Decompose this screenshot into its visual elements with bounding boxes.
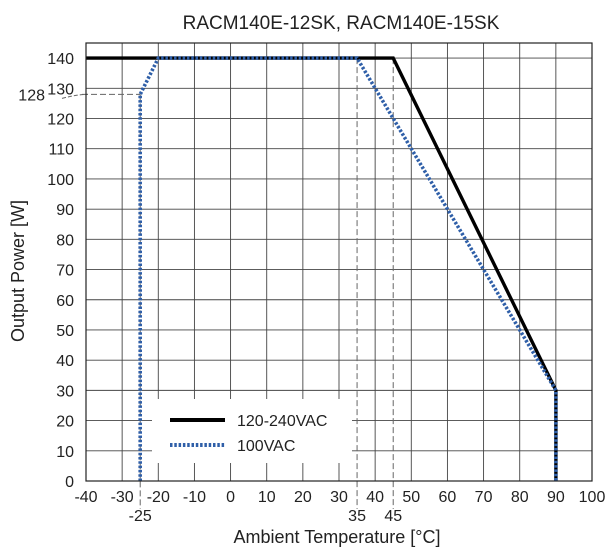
- y-tick-label-100: 100: [47, 172, 74, 189]
- x-tick-label-50: 50: [402, 489, 420, 506]
- x-tick-label-90: 90: [547, 489, 565, 506]
- x-extra-tick-label-35: 35: [348, 508, 366, 525]
- y-tick-label-30: 30: [56, 383, 74, 400]
- x-tick-label-30: 30: [330, 489, 348, 506]
- y-tick-label-130: 130: [47, 81, 74, 98]
- x-tick-label--30: -30: [111, 489, 134, 506]
- y-tick-label-20: 20: [56, 414, 74, 431]
- y-tick-label-140: 140: [47, 51, 74, 68]
- y-tick-label-90: 90: [56, 202, 74, 219]
- x-extra-tick-label--25: -25: [129, 508, 152, 525]
- y-tick-label-50: 50: [56, 323, 74, 340]
- y-tick-label-120: 120: [47, 112, 74, 129]
- legend-background: [152, 399, 352, 463]
- y-tick-label-10: 10: [56, 444, 74, 461]
- y-tick-label-0: 0: [65, 474, 74, 491]
- x-tick-label-40: 40: [366, 489, 384, 506]
- plot-frame: [85, 42, 593, 482]
- y-tick-label-60: 60: [56, 293, 74, 310]
- x-extra-tick-label-45: 45: [384, 508, 402, 525]
- x-tick-label-10: 10: [258, 489, 276, 506]
- chart-title: RACM140E-12SK, RACM140E-15SK: [183, 13, 500, 34]
- y-tick-label-110: 110: [48, 142, 74, 159]
- x-tick-label-100: 100: [579, 489, 606, 506]
- y-tick-label-40: 40: [56, 353, 74, 370]
- x-tick-label--10: -10: [183, 489, 206, 506]
- x-tick-label-0: 0: [226, 489, 235, 506]
- x-tick-label--40: -40: [74, 489, 97, 506]
- legend-label-120-240vac: 120-240VAC: [237, 413, 327, 430]
- y-tick-label-70: 70: [56, 263, 74, 280]
- x-tick-labels: -40 -30 -20 -10 0 10 20 30 40 50 60 70 80 90 100: [74, 489, 605, 506]
- x-tick-label-20: 20: [294, 489, 312, 506]
- y-tick-label-80: 80: [56, 232, 74, 249]
- x-axis-label: Ambient Temperature [°C]: [234, 527, 441, 547]
- legend: 120-240VAC 100VAC: [152, 399, 352, 463]
- extra-tick-labels: -25 35 45 128: [18, 87, 402, 525]
- x-tick-label-70: 70: [475, 489, 493, 506]
- y-axis-label: Output Power [W]: [8, 200, 28, 342]
- y-tick-labels: 0 10 20 30 40 50 60 70 80 90 100 110 120 130 140: [47, 51, 74, 491]
- series-lines: [86, 56, 558, 481]
- legend-label-100vac: 100VAC: [237, 438, 295, 455]
- x-tick-label-80: 80: [511, 489, 529, 506]
- x-tick-label-60: 60: [439, 489, 457, 506]
- series-line-100vac: [138, 56, 558, 481]
- y-extra-tick-label-128: 128: [18, 87, 45, 104]
- x-tick-label--20: -20: [147, 489, 170, 506]
